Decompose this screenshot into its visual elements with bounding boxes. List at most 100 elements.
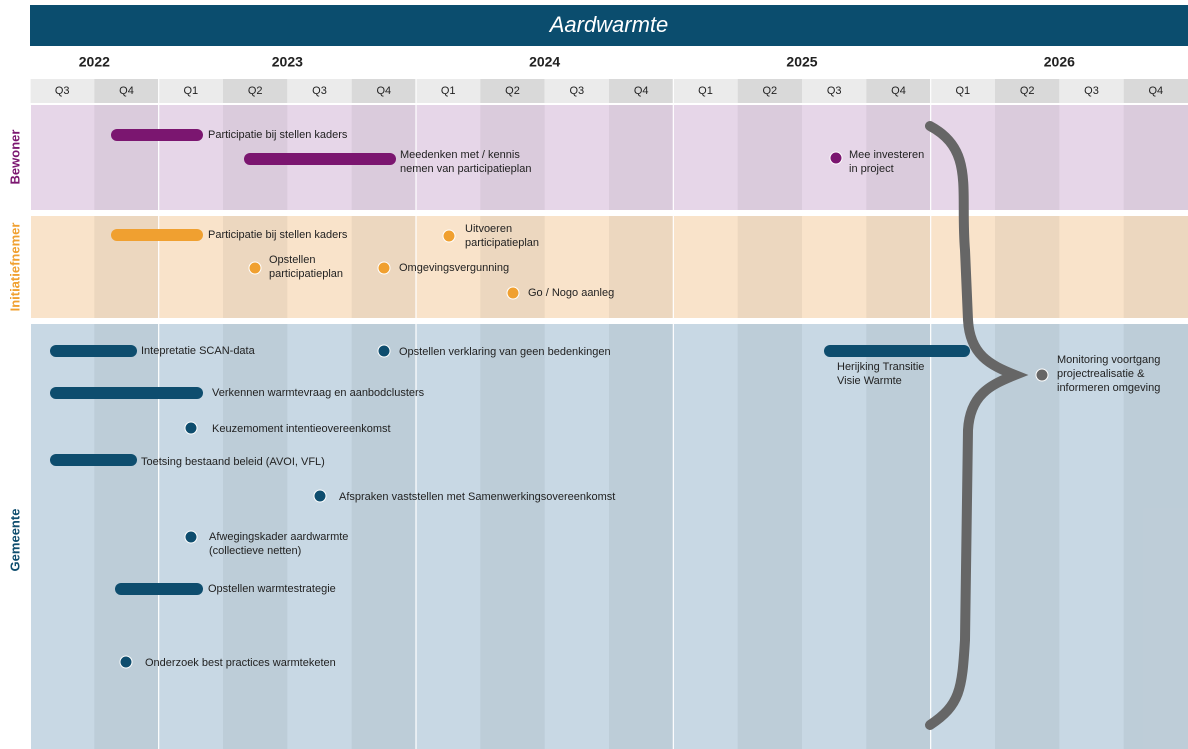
year-label: 2025	[786, 54, 817, 70]
item-label: Onderzoek best practices warmteketen	[145, 657, 336, 669]
lane-shade	[866, 216, 931, 318]
title: Aardwarmte	[548, 12, 669, 37]
item-label: participatieplan	[269, 268, 343, 280]
item-label: Monitoring voortgang	[1057, 354, 1160, 366]
lane-shade	[480, 105, 545, 210]
lane-shade	[609, 216, 674, 318]
item-label: Meedenken met / kennis	[400, 149, 520, 161]
quarter-label: Q3	[569, 85, 584, 97]
item-label: Keuzemoment intentieovereenkomst	[212, 423, 391, 435]
quarter-label: Q2	[762, 85, 777, 97]
quarter-label: Q3	[312, 85, 327, 97]
quarter-cell	[351, 79, 416, 103]
brace	[925, 121, 1029, 730]
lane-label: Initiatiefnemer	[7, 223, 22, 312]
lane-label: Gemeente	[7, 509, 22, 572]
title-bar	[30, 5, 1188, 46]
item-label: projectrealisatie &	[1057, 368, 1145, 380]
quarter-cell	[480, 79, 545, 103]
quarter-label: Q2	[248, 85, 263, 97]
lane-shade	[480, 324, 545, 749]
quarter-cell	[1059, 79, 1124, 103]
quarter-label: Q1	[183, 85, 198, 97]
lane-shade	[1123, 105, 1188, 210]
quarter-cell	[673, 79, 738, 103]
item-label: Herijking Transitie	[837, 361, 924, 373]
lane-shade	[995, 105, 1060, 210]
item-label: Afwegingskader aardwarmte	[209, 531, 348, 543]
quarter-label: Q4	[1148, 85, 1163, 97]
lane-label: Bewoner	[7, 130, 22, 185]
year-label: 2026	[1044, 54, 1075, 70]
quarter-cell	[158, 79, 223, 103]
lane-shade	[480, 216, 545, 318]
quarter-cell	[609, 79, 674, 103]
quarter-cell	[416, 79, 481, 103]
quarter-label: Q4	[634, 85, 649, 97]
lane-bg	[30, 105, 1188, 210]
quarter-cell	[94, 79, 159, 103]
item-label: Intepretatie SCAN-data	[141, 345, 256, 357]
item-label: Omgevingsvergunning	[399, 262, 509, 274]
lane-shade	[223, 324, 288, 749]
lane-shade	[351, 324, 416, 749]
lane-bg	[30, 216, 1188, 318]
lane-shade	[737, 216, 802, 318]
quarter-label: Q2	[1020, 85, 1035, 97]
item-label: Visie Warmte	[837, 375, 902, 387]
quarter-cell	[287, 79, 352, 103]
item-dot	[313, 489, 327, 503]
lane-shade	[609, 105, 674, 210]
quarter-label: Q4	[119, 85, 134, 97]
item-label: participatieplan	[465, 237, 539, 249]
item-dot	[184, 421, 198, 435]
lane-shade	[609, 324, 674, 749]
year-label: 2024	[529, 54, 560, 70]
item-label: (collectieve netten)	[209, 545, 301, 557]
quarter-label: Q4	[891, 85, 906, 97]
quarter-cell	[1123, 79, 1188, 103]
quarter-cell	[930, 79, 995, 103]
item-label: Opstellen verklaring van geen bedenkinge…	[399, 346, 611, 358]
quarter-cell	[802, 79, 867, 103]
item-label: Mee investeren	[849, 149, 924, 161]
lane-shade	[995, 324, 1060, 749]
lane-shade	[1123, 324, 1188, 749]
quarter-label: Q2	[505, 85, 520, 97]
item-dot	[248, 261, 262, 275]
lane-shade	[94, 105, 159, 210]
item-label: Toetsing bestaand beleid (AVOI, VFL)	[141, 456, 325, 468]
item-dot	[119, 655, 133, 669]
item-dot	[442, 229, 456, 243]
lane-shade	[866, 324, 931, 749]
item-label: Go / Nogo aanleg	[528, 287, 614, 299]
quarter-label: Q1	[698, 85, 713, 97]
monitoring-dot	[1035, 368, 1049, 382]
lane-shade	[995, 216, 1060, 318]
lane-shade	[737, 324, 802, 749]
quarter-label: Q3	[827, 85, 842, 97]
item-label: in project	[849, 163, 894, 175]
quarter-cell	[223, 79, 288, 103]
item-dot	[377, 344, 391, 358]
item-dot	[377, 261, 391, 275]
quarter-cell	[30, 79, 95, 103]
quarter-label: Q1	[441, 85, 456, 97]
lane-shade	[1123, 216, 1188, 318]
item-label: Opstellen	[269, 254, 315, 266]
quarter-label: Q4	[376, 85, 391, 97]
item-label: Uitvoeren	[465, 223, 512, 235]
quarter-label: Q3	[1084, 85, 1099, 97]
item-label: informeren omgeving	[1057, 382, 1160, 394]
quarter-label: Q3	[55, 85, 70, 97]
item-label: Verkennen warmtevraag en aanbodclusters	[212, 387, 425, 399]
quarter-cell	[995, 79, 1060, 103]
lane-shade	[737, 105, 802, 210]
year-label: 2022	[79, 54, 110, 70]
item-label: Participatie bij stellen kaders	[208, 129, 348, 141]
year-label: 2023	[272, 54, 303, 70]
lane-bg	[30, 324, 1188, 749]
quarter-cell	[866, 79, 931, 103]
item-dot	[829, 151, 843, 165]
